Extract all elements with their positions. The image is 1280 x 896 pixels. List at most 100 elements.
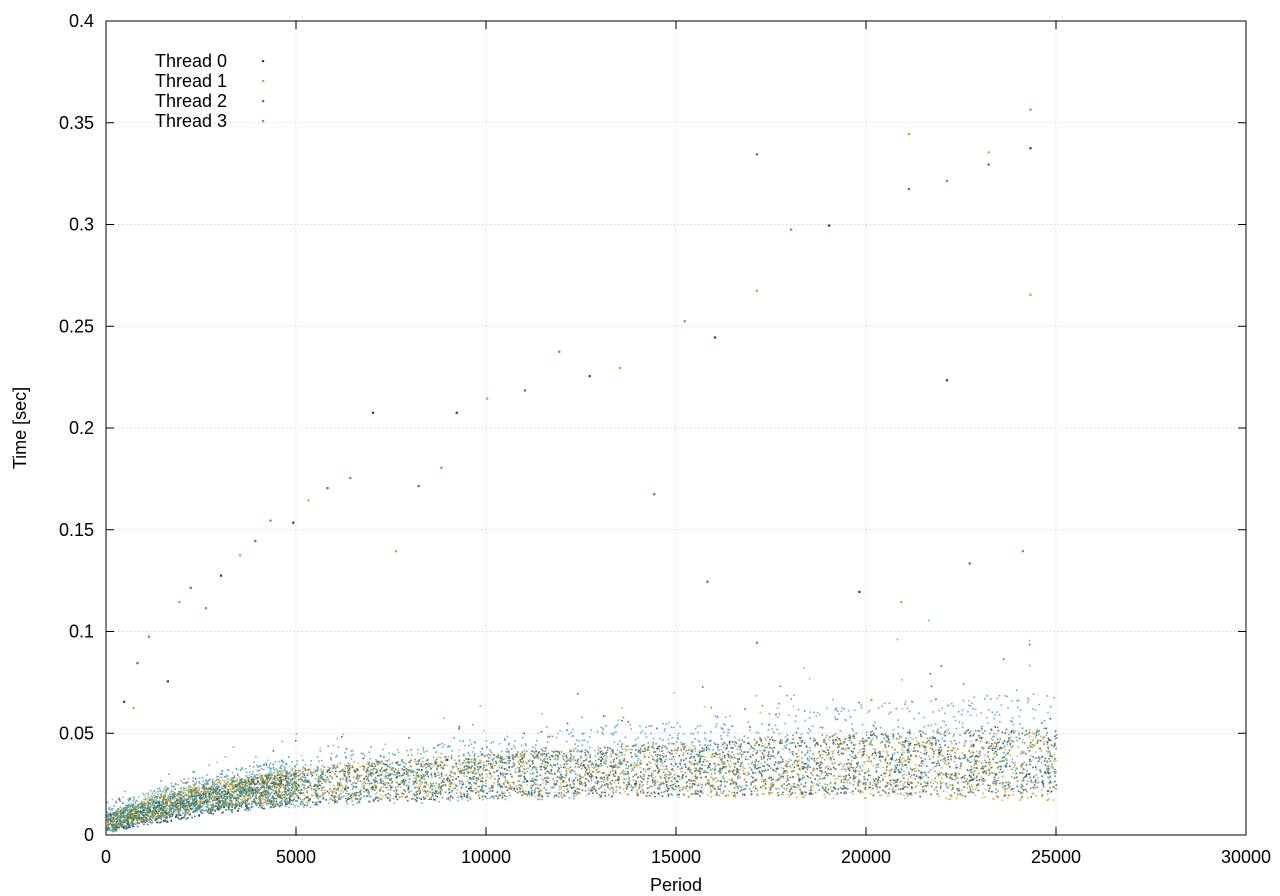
data-point: [330, 794, 333, 797]
data-point: [249, 796, 252, 799]
data-point: [1034, 751, 1037, 753]
data-point: [374, 797, 377, 799]
data-point: [828, 766, 830, 768]
data-point: [414, 771, 417, 774]
data-point: [526, 780, 528, 782]
data-point: [905, 760, 908, 763]
data-point: [207, 801, 210, 803]
data-point: [226, 799, 229, 801]
data-point: [130, 813, 132, 816]
data-point: [894, 789, 897, 792]
data-point: [497, 795, 500, 797]
data-point: [449, 796, 452, 798]
data-point: [658, 770, 660, 773]
data-point: [396, 782, 399, 785]
data-point: [321, 777, 324, 780]
data-point: [719, 767, 721, 770]
data-point: [182, 812, 184, 815]
data-point: [790, 785, 792, 788]
data-point: [770, 776, 773, 779]
data-point: [985, 770, 988, 772]
data-point: [285, 779, 288, 782]
data-point: [765, 780, 768, 783]
data-point: [909, 759, 912, 761]
data-point: [163, 819, 165, 822]
data-point: [161, 814, 164, 816]
data-point: [591, 766, 594, 769]
data-point: [919, 733, 922, 736]
data-point: [834, 739, 837, 741]
data-point: [843, 741, 846, 743]
data-point: [199, 801, 202, 804]
data-point: [700, 776, 703, 779]
data-point: [249, 783, 251, 785]
data-point: [247, 794, 249, 797]
data-point: [539, 787, 541, 790]
data-point: [713, 766, 716, 769]
data-point: [600, 791, 603, 794]
data-point: [517, 761, 519, 763]
data-point: [459, 764, 462, 766]
data-point: [243, 790, 246, 793]
data-point: [571, 759, 574, 761]
data-point: [937, 739, 940, 742]
x-tick-label: 25000: [1031, 847, 1081, 867]
data-point: [559, 782, 562, 785]
data-point: [696, 776, 699, 779]
data-point: [1041, 781, 1043, 783]
data-point: [719, 788, 721, 791]
data-point: [168, 812, 171, 815]
data-point: [459, 767, 462, 770]
data-point: [872, 794, 875, 797]
data-point: [197, 790, 199, 792]
data-point: [257, 790, 260, 793]
data-point: [962, 794, 964, 797]
data-point: [538, 751, 540, 753]
data-point: [269, 785, 271, 787]
data-point: [282, 786, 285, 789]
data-point: [225, 804, 227, 806]
data-point: [331, 776, 333, 778]
data-point: [442, 767, 445, 770]
data-point: [904, 781, 906, 783]
data-point: [278, 785, 281, 787]
data-point: [235, 789, 238, 791]
data-point: [626, 784, 628, 786]
data-point: [131, 810, 133, 813]
data-point: [385, 763, 388, 766]
data-point: [352, 786, 355, 788]
data-point: [556, 732, 559, 735]
data-point: [904, 792, 907, 794]
data-point: [821, 753, 824, 756]
data-point: [195, 802, 197, 804]
data-point: [384, 782, 386, 784]
data-point: [372, 800, 375, 802]
data-point: [792, 705, 795, 708]
data-point: [508, 766, 511, 769]
data-point: [185, 807, 187, 810]
data-point: [791, 738, 794, 741]
data-point: [735, 783, 738, 785]
data-point: [116, 820, 119, 822]
data-point: [714, 777, 716, 780]
data-point: [377, 799, 380, 802]
data-point: [660, 758, 663, 761]
data-point: [148, 801, 150, 804]
data-point: [420, 783, 422, 786]
data-point: [718, 763, 721, 766]
data-point: [115, 817, 117, 820]
data-point: [271, 803, 274, 806]
data-point: [272, 795, 274, 797]
data-point: [704, 764, 706, 767]
data-point: [562, 793, 565, 795]
data-point: [370, 774, 372, 776]
data-point: [699, 795, 701, 797]
data-point: [634, 782, 637, 785]
data-point: [170, 810, 172, 812]
data-point: [710, 790, 713, 793]
data-point: [728, 756, 731, 759]
data-point: [1051, 762, 1054, 765]
data-point: [494, 760, 497, 763]
data-point: [446, 764, 449, 767]
data-point: [796, 760, 798, 762]
